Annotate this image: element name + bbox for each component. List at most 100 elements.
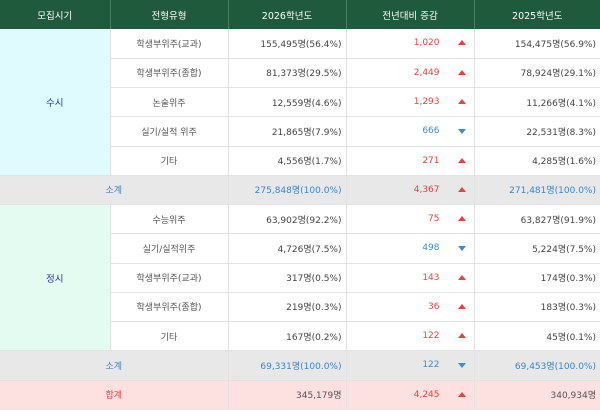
value-2025: 340,934명	[474, 380, 600, 410]
change-cell: 36	[346, 292, 475, 323]
arrow-down-icon	[457, 363, 466, 369]
total-row: 합계 345,179명 4,245 340,934명	[0, 380, 600, 410]
arrow-down-icon	[457, 246, 466, 252]
change-cell: 498	[346, 233, 475, 264]
arrow-up-icon	[457, 157, 466, 163]
change-cell: 2,449	[346, 58, 475, 89]
header-period: 모집시기	[0, 0, 111, 29]
value-2026: 317명(0.5%)	[228, 263, 347, 293]
value-2025: 45명(0.1%)	[474, 321, 600, 352]
change-value: 271	[422, 155, 440, 166]
type-cell: 학생부위주(교과)	[110, 29, 229, 59]
arrow-up-icon	[457, 333, 466, 339]
change-cell: 1,293	[346, 87, 475, 118]
change-cell: 122	[346, 350, 475, 381]
table-row: 기타 167명(0.2%) 122 45명(0.1%)	[0, 321, 600, 352]
table-row: 실기/실적 위주 21,865명(7.9%) 666 22,531명(8.3%)	[0, 116, 600, 147]
category-susi: 수시	[0, 29, 111, 176]
value-2026: 21,865명(7.9%)	[228, 116, 347, 147]
type-cell: 논술위주	[110, 87, 229, 118]
arrow-down-icon	[457, 129, 466, 135]
susi-section: 수시 학생부위주(교과) 155,495명(56.4%) 1,020 154,4…	[0, 29, 600, 206]
table-row: 학생부위주(교과) 317명(0.5%) 143 174명(0.3%)	[0, 263, 600, 293]
arrow-up-icon	[457, 303, 466, 309]
change-value: 4,367	[413, 184, 440, 195]
change-value: 4,245	[413, 389, 440, 400]
value-2025: 69,453명(100.0%)	[474, 350, 600, 381]
value-2026: 63,902명(92.2%)	[228, 204, 347, 235]
total-label: 합계	[0, 380, 229, 410]
value-2025: 4,285명(1.6%)	[474, 146, 600, 176]
change-value: 2,449	[413, 67, 440, 78]
value-2025: 22,531명(8.3%)	[474, 116, 600, 147]
subtotal-row: 소계 275,848명(100.0%) 4,367 271,481명(100.0…	[0, 175, 600, 206]
type-cell: 수능위주	[110, 204, 229, 235]
value-2025: 5,224명(7.5%)	[474, 233, 600, 264]
header-row: 모집시기 전형유형 2026학년도 전년대비 증감 2025학년도	[0, 0, 600, 29]
change-value: 1,293	[413, 97, 440, 108]
value-2025: 183명(0.3%)	[474, 292, 600, 323]
type-cell: 실기/실적 위주	[110, 116, 229, 147]
change-value: 36	[428, 301, 440, 312]
table-row: 수시 학생부위주(교과) 155,495명(56.4%) 1,020 154,4…	[0, 29, 600, 176]
value-2026: 4,726명(7.5%)	[228, 233, 347, 264]
arrow-up-icon	[457, 99, 466, 105]
change-cell: 4,245	[346, 380, 475, 410]
value-2025: 271,481명(100.0%)	[474, 175, 600, 206]
value-2025: 63,827명(91.9%)	[474, 204, 600, 235]
value-2025: 174명(0.3%)	[474, 263, 600, 293]
header-type: 전형유형	[110, 0, 229, 29]
header-change: 전년대비 증감	[346, 0, 475, 29]
change-value: 1,020	[413, 38, 440, 49]
value-2026: 81,373명(29.5%)	[228, 58, 347, 89]
change-cell: 4,367	[346, 175, 475, 206]
table-row: 학생부위주(종합) 81,373명(29.5%) 2,449 78,924명(2…	[0, 58, 600, 89]
change-value: 122	[422, 360, 440, 371]
subtotal-label: 소계	[0, 175, 229, 206]
subtotal-label: 소계	[0, 350, 229, 381]
change-cell: 143	[346, 263, 475, 293]
arrow-up-icon	[457, 40, 466, 46]
arrow-up-icon	[457, 186, 466, 192]
value-2026: 345,179명	[228, 380, 347, 410]
change-cell: 75	[346, 204, 475, 235]
type-cell: 기타	[110, 146, 229, 176]
value-2026: 275,848명(100.0%)	[228, 175, 347, 206]
value-2026: 12,559명(4.6%)	[228, 87, 347, 118]
change-cell: 122	[346, 321, 475, 352]
type-cell: 실기/실적위주	[110, 233, 229, 264]
table-row: 논술위주 12,559명(4.6%) 1,293 11,266명(4.1%)	[0, 87, 600, 118]
type-cell: 기타	[110, 321, 229, 352]
value-2026: 219명(0.3%)	[228, 292, 347, 323]
arrow-up-icon	[457, 216, 466, 222]
value-2026: 167명(0.2%)	[228, 321, 347, 352]
table-row: 학생부위주(종합) 219명(0.3%) 36 183명(0.3%)	[0, 292, 600, 323]
value-2025: 154,475명(56.9%)	[474, 29, 600, 59]
type-cell: 학생부위주(교과)	[110, 263, 229, 293]
arrow-up-icon	[457, 391, 466, 397]
value-2026: 4,556명(1.7%)	[228, 146, 347, 176]
change-cell: 1,020	[346, 29, 475, 59]
value-2026: 155,495명(56.4%)	[228, 29, 347, 59]
value-2026: 69,331명(100.0%)	[228, 350, 347, 381]
table-row: 기타 4,556명(1.7%) 271 4,285명(1.6%)	[0, 146, 600, 176]
change-cell: 271	[346, 146, 475, 176]
change-value: 122	[422, 331, 440, 342]
value-2025: 78,924명(29.1%)	[474, 58, 600, 89]
change-value: 666	[422, 126, 440, 137]
arrow-up-icon	[457, 69, 466, 75]
subtotal-row: 소계 69,331명(100.0%) 122 69,453명(100.0%)	[0, 350, 600, 381]
header-2026: 2026학년도	[228, 0, 347, 29]
change-value: 498	[422, 243, 440, 254]
category-jeongsi: 정시	[0, 204, 111, 352]
type-cell: 학생부위주(종합)	[110, 58, 229, 89]
table-row: 정시 수능위주 63,902명(92.2%) 75 63,827명(91.9%)	[0, 204, 600, 352]
header-2025: 2025학년도	[474, 0, 600, 29]
type-cell: 학생부위주(종합)	[110, 292, 229, 323]
change-value: 143	[422, 272, 440, 283]
jeongsi-section: 정시 수능위주 63,902명(92.2%) 75 63,827명(91.9%)…	[0, 204, 600, 410]
change-value: 75	[428, 214, 440, 225]
arrow-up-icon	[457, 274, 466, 280]
value-2025: 11,266명(4.1%)	[474, 87, 600, 118]
